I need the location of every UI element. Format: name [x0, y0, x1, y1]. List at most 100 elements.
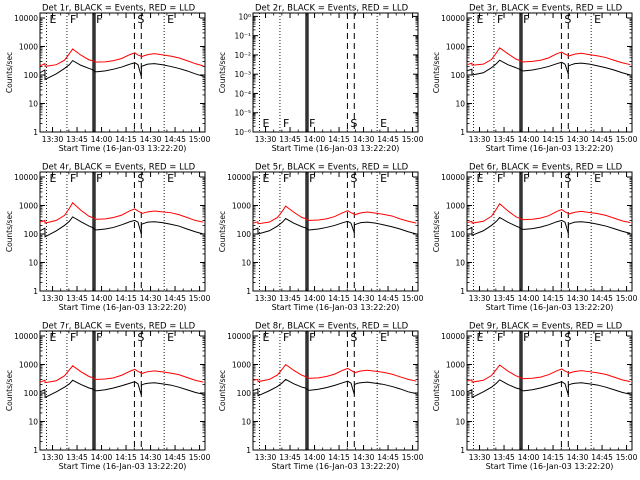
- x-tick-label: 13:45: [279, 135, 301, 144]
- x-tick-label: 14:30: [140, 453, 162, 462]
- panel-4: Det 4r, BLACK = Events, RED = LLD 1 10 100 1…: [5, 163, 211, 313]
- y-tick-label: 10000: [14, 14, 38, 23]
- x-tick-label: 14:45: [591, 453, 613, 462]
- series-line-lld: [39, 365, 204, 384]
- marker-label: F: [497, 172, 503, 185]
- panel-1: Det 1r, BLACK = Events, RED = LLD 1 10 100 1…: [5, 4, 211, 154]
- plot-frame: [39, 330, 206, 451]
- y-tick-label: 1: [33, 128, 38, 137]
- marker-label: S: [350, 172, 357, 185]
- y-tick-label: 10⁻³: [234, 70, 251, 79]
- panel-title: Det 7r, BLACK = Events, RED = LLD: [42, 322, 196, 332]
- marker-label: E: [594, 172, 601, 185]
- y-tick-label: 100: [451, 71, 466, 80]
- marker-label: E: [167, 13, 174, 26]
- x-tick-label: 13:45: [279, 294, 301, 303]
- x-tick-label: 14:00: [304, 453, 326, 462]
- x-tick-label: 14:45: [164, 294, 186, 303]
- marker-label: E: [263, 331, 270, 344]
- x-tick-label: 15:00: [616, 453, 638, 462]
- y-tick-label: 10000: [14, 332, 38, 341]
- y-tick-label: 10000: [441, 14, 465, 23]
- panel-title: Det 3r, BLACK = Events, RED = LLD: [469, 4, 623, 14]
- plot-frame: [39, 12, 206, 133]
- y-tick-label: 10000: [227, 173, 251, 182]
- x-tick-label: 14:30: [353, 453, 375, 462]
- panel-title: Det 2r, BLACK = Events, RED = LLD: [255, 4, 409, 14]
- x-tick-label: 14:00: [304, 294, 326, 303]
- y-tick-label: 100: [24, 230, 39, 239]
- y-tick-label: 1: [246, 446, 251, 455]
- marker-label: F: [497, 13, 503, 26]
- plot-frame: [252, 171, 419, 292]
- panel-6: Det 6r, BLACK = Events, RED = LLD 1 10 100 1…: [432, 163, 638, 313]
- x-tick-label: 13:30: [255, 453, 277, 462]
- y-tick-label: 10: [28, 259, 38, 268]
- series-line-lld: [252, 363, 417, 383]
- y-tick-label: 10⁰: [238, 12, 251, 21]
- x-tick-label: 14:30: [140, 135, 162, 144]
- plot-frame: [466, 330, 633, 451]
- x-tick-label: 14:15: [328, 453, 350, 462]
- marker-label: F: [309, 172, 315, 185]
- y-axis-label: Counts/sec: [432, 52, 441, 93]
- y-tick-label: 1000: [446, 43, 465, 52]
- y-tick-label: 100: [237, 389, 252, 398]
- x-axis-label: Start Time (16-Jan-03 13:22:20): [272, 303, 400, 312]
- series-line-events: [39, 59, 204, 81]
- y-axis-label: Counts/sec: [5, 52, 14, 93]
- plot-frame: [466, 171, 633, 292]
- marker-label: E: [380, 117, 387, 130]
- x-axis-label: Start Time (16-Jan-03 13:22:20): [59, 303, 187, 312]
- x-tick-label: 13:30: [469, 453, 491, 462]
- y-tick-label: 1000: [232, 202, 251, 211]
- y-axis-label: Counts/sec: [432, 370, 441, 411]
- y-tick-label: 1: [460, 446, 465, 455]
- x-tick-label: 13:30: [255, 135, 277, 144]
- y-tick-label: 10: [241, 418, 251, 427]
- y-tick-label: 1000: [232, 361, 251, 370]
- x-tick-label: 14:45: [377, 135, 399, 144]
- marker-label: S: [564, 331, 571, 344]
- x-tick-label: 14:15: [115, 294, 137, 303]
- series-line-lld: [466, 203, 631, 224]
- y-tick-label: 100: [451, 389, 466, 398]
- y-tick-label: 10: [455, 259, 465, 268]
- x-tick-label: 14:45: [164, 453, 186, 462]
- y-tick-label: 10000: [14, 173, 38, 182]
- x-tick-label: 14:15: [542, 294, 564, 303]
- panel-title: Det 8r, BLACK = Events, RED = LLD: [255, 322, 409, 332]
- y-tick-label: 10: [28, 100, 38, 109]
- y-axis-label: Counts/sec: [432, 211, 441, 252]
- y-tick-label: 10: [455, 100, 465, 109]
- marker-label: S: [137, 13, 144, 26]
- x-tick-label: 14:00: [91, 135, 113, 144]
- y-tick-label: 1000: [19, 361, 38, 370]
- x-tick-label: 14:15: [115, 135, 137, 144]
- y-tick-label: 10⁻⁶: [234, 128, 251, 137]
- series-line-events: [466, 379, 631, 399]
- marker-label: S: [137, 331, 144, 344]
- x-tick-label: 14:45: [591, 294, 613, 303]
- x-axis-label: Start Time (16-Jan-03 13:22:20): [486, 144, 614, 153]
- marker-label: F: [70, 13, 76, 26]
- y-tick-label: 1: [246, 287, 251, 296]
- x-tick-label: 14:00: [304, 135, 326, 144]
- marker-label: E: [477, 172, 484, 185]
- y-axis-label: Counts/sec: [5, 211, 14, 252]
- series-line-lld: [252, 205, 417, 225]
- x-tick-label: 15:00: [189, 453, 211, 462]
- x-tick-label: 14:15: [542, 135, 564, 144]
- marker-label: F: [96, 172, 102, 185]
- panel-2: Det 2r, BLACK = Events, RED = LLD 10⁻⁶ 10⁻…: [218, 4, 424, 154]
- y-tick-label: 1000: [19, 202, 38, 211]
- x-axis-label: Start Time (16-Jan-03 13:22:20): [486, 462, 614, 471]
- y-axis-label: Counts/sec: [218, 370, 227, 411]
- y-tick-label: 1000: [446, 202, 465, 211]
- x-tick-label: 13:30: [42, 453, 64, 462]
- x-tick-label: 14:30: [353, 294, 375, 303]
- marker-label: E: [477, 13, 484, 26]
- marker-label: F: [70, 331, 76, 344]
- x-tick-label: 14:00: [91, 453, 113, 462]
